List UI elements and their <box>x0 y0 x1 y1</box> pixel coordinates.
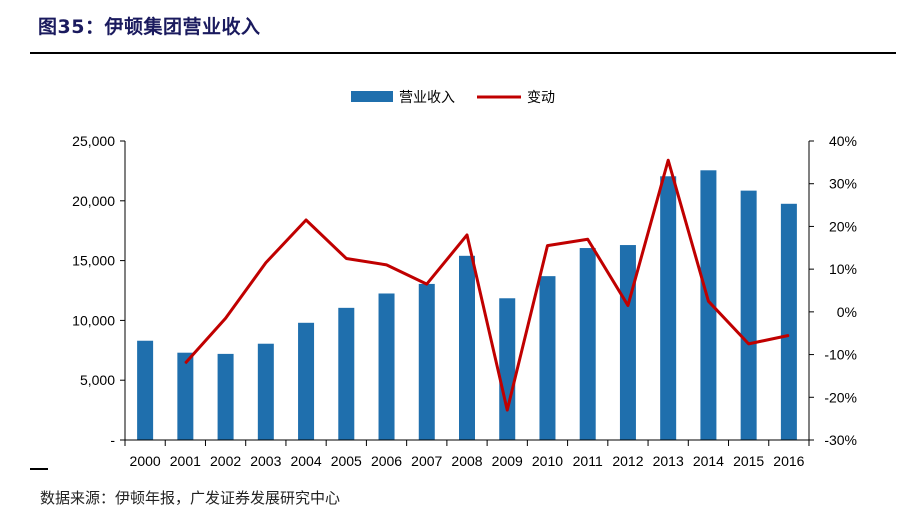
change-point-2004 <box>305 219 307 221</box>
change-point-2003 <box>265 262 267 264</box>
bar-2003 <box>257 343 274 440</box>
bar-series <box>137 170 797 441</box>
left-tick-label: 20,000 <box>72 193 115 209</box>
title-divider <box>30 52 896 54</box>
change-point-2007 <box>426 283 428 285</box>
x-tick-label-2005: 2005 <box>331 453 362 469</box>
line-series <box>184 158 790 412</box>
bar-2002 <box>217 353 234 440</box>
bar-2016 <box>780 203 797 440</box>
revenue-chart: 营业收入 变动 - 5,000 10,000 15,000 20,000 25,000 -30… <box>72 90 857 469</box>
change-point-2015 <box>748 343 750 345</box>
x-tick-label-2014: 2014 <box>693 453 724 469</box>
x-tick-label-2009: 2009 <box>492 453 523 469</box>
right-tick-label: -30% <box>824 432 857 448</box>
bar-2013 <box>660 176 677 441</box>
change-line <box>184 158 790 412</box>
source-divider <box>30 468 48 470</box>
x-tick-label-2001: 2001 <box>170 453 201 469</box>
change-point-2013 <box>667 159 669 161</box>
x-tick-label-2010: 2010 <box>532 453 563 469</box>
right-tick-label: -20% <box>824 389 857 405</box>
change-point-2002 <box>225 317 227 319</box>
x-tick-label-2008: 2008 <box>451 453 482 469</box>
bar-2012 <box>619 245 636 440</box>
left-tick-label: 25,000 <box>72 133 115 149</box>
x-tick-label-2015: 2015 <box>733 453 764 469</box>
right-tick-label: 10% <box>829 261 857 277</box>
x-tick-label-2004: 2004 <box>290 453 321 469</box>
x-tick-label-2006: 2006 <box>371 453 402 469</box>
x-tick-label-2013: 2013 <box>653 453 684 469</box>
bar-2011 <box>579 248 596 440</box>
legend-label-bar: 营业收入 <box>399 90 455 106</box>
x-tick-label-2007: 2007 <box>411 453 442 469</box>
x-tick-label-2016: 2016 <box>773 453 804 469</box>
left-tick-label: 5,000 <box>80 372 115 388</box>
change-point-2001 <box>184 362 186 364</box>
bar-2008 <box>459 255 475 440</box>
x-tick-label-2002: 2002 <box>210 453 241 469</box>
x-tick-label-2003: 2003 <box>250 453 281 469</box>
x-tick-label-2000: 2000 <box>130 453 161 469</box>
source-note: 数据来源：伊顿年报，广发证券发展研究中心 <box>40 489 341 507</box>
bar-2009 <box>499 298 516 440</box>
bar-2007 <box>418 283 435 440</box>
change-point-2012 <box>627 304 629 306</box>
change-point-2009 <box>506 409 508 411</box>
x-tick-label-2011: 2011 <box>573 453 603 469</box>
change-point-2010 <box>546 245 548 247</box>
legend-label-line: 变动 <box>527 90 555 106</box>
change-point-2011 <box>587 238 589 240</box>
left-tick-label: - <box>110 432 115 448</box>
change-point-2006 <box>386 264 388 266</box>
change-point-2016 <box>788 334 790 336</box>
bar-2014 <box>700 170 717 440</box>
bar-2010 <box>539 276 556 440</box>
left-tick-label: 10,000 <box>72 312 115 328</box>
bar-2000 <box>137 340 154 440</box>
chart-legend: 营业收入 变动 <box>351 90 555 106</box>
legend-swatch-bar <box>351 91 393 102</box>
figure-title: 图35：伊顿集团营业收入 <box>38 16 261 38</box>
change-point-2014 <box>707 300 709 302</box>
bar-2015 <box>740 190 757 440</box>
bar-2005 <box>338 307 355 440</box>
right-tick-label: 0% <box>837 304 857 320</box>
right-tick-label: 40% <box>829 133 857 149</box>
right-tick-label: 20% <box>829 218 857 234</box>
change-point-2008 <box>466 234 468 236</box>
bar-2001 <box>177 352 194 440</box>
right-tick-label: 30% <box>829 176 857 192</box>
left-tick-label: 15,000 <box>72 253 115 269</box>
change-point-2005 <box>345 257 347 259</box>
x-tick-label-2012: 2012 <box>612 453 643 469</box>
bar-2004 <box>298 322 315 440</box>
bar-2006 <box>378 293 395 440</box>
chart-axes: - 5,000 10,000 15,000 20,000 25,000 -30% -20% -1… <box>72 133 857 469</box>
right-tick-label: -10% <box>824 347 857 363</box>
